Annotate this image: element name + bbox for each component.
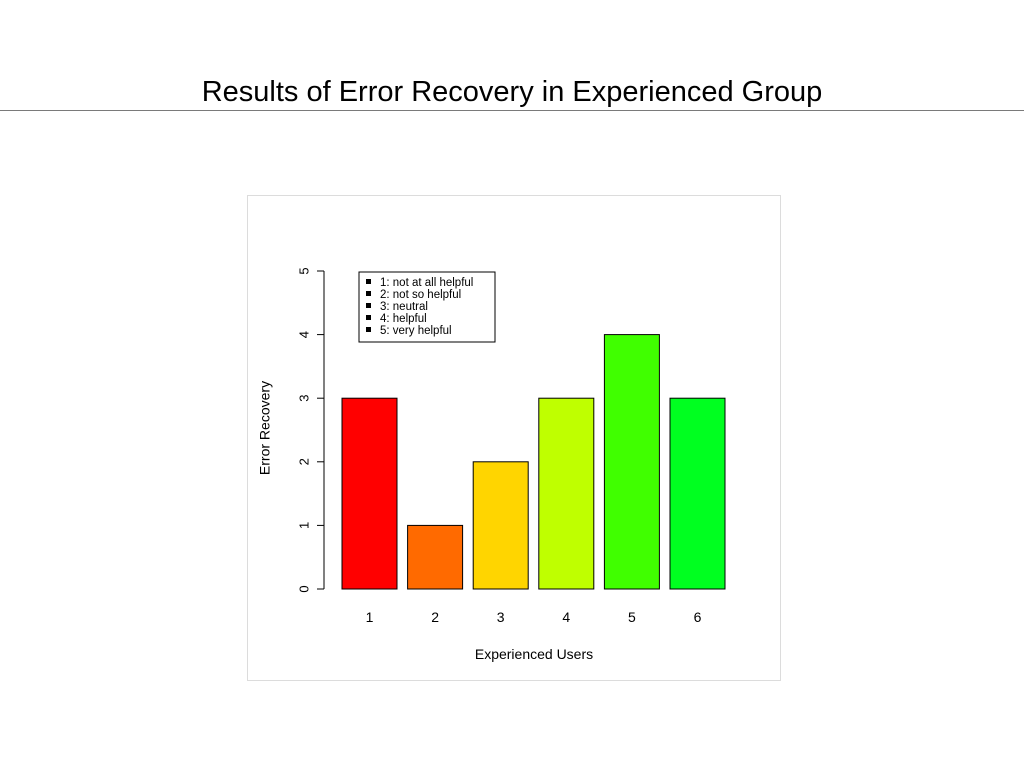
- y-tick-label: 4: [296, 331, 311, 338]
- x-tick-label: 3: [497, 609, 505, 625]
- x-tick-label: 5: [628, 609, 636, 625]
- legend-entry: 3: neutral: [380, 301, 428, 313]
- x-axis-label: Experienced Users: [475, 646, 593, 662]
- legend-entry: 2: not so helpful: [380, 289, 461, 301]
- bar-5: [603, 334, 660, 590]
- legend-entry: 1: not at all helpful: [380, 277, 473, 289]
- slide-title: Results of Error Recovery in Experienced…: [201, 76, 823, 108]
- x-tick-label: 4: [562, 609, 570, 625]
- bar-2: [407, 524, 464, 590]
- legend-marker: [366, 303, 371, 308]
- x-tick-label: 2: [431, 609, 439, 625]
- y-tick-label: 1: [296, 522, 311, 529]
- y-tick-label: 2: [296, 458, 311, 465]
- legend-box: [358, 271, 496, 343]
- legend-marker: [366, 291, 371, 296]
- legend-marker: [366, 279, 371, 284]
- x-tick-label: 1: [366, 609, 374, 625]
- bar-6: [669, 397, 726, 590]
- bar-chart: 0 1 2 3 4 5 Error Recovery 1 2 3 4 5 6 Experienced Us…: [257, 267, 726, 662]
- legend-entry: 5: very helpful: [380, 325, 452, 337]
- x-tick-label: 6: [694, 609, 702, 625]
- bar-3: [472, 461, 529, 590]
- legend-marker: [366, 327, 371, 332]
- bar-4: [538, 397, 595, 590]
- legend-entry: 4: helpful: [380, 313, 427, 325]
- title-divider: [0, 110, 1024, 111]
- y-tick-label: 3: [296, 395, 311, 402]
- y-axis-label: Error Recovery: [257, 381, 273, 475]
- y-tick-label: 0: [296, 585, 311, 592]
- legend-marker: [366, 315, 371, 320]
- chart-frame: 0 1 2 3 4 5 Error Recovery 1 2 3 4 5 6 Experienced Us…: [247, 195, 781, 681]
- bar-1: [341, 397, 398, 590]
- y-tick-label: 5: [296, 267, 311, 274]
